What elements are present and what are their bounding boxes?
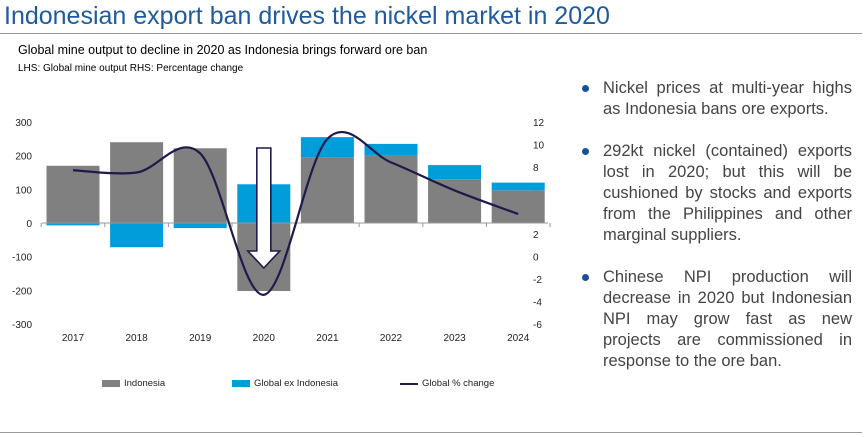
bar-indonesia bbox=[364, 155, 418, 223]
bar-global-ex-indonesia bbox=[364, 143, 418, 156]
bar-indonesia bbox=[428, 179, 482, 223]
legend-indonesia: Indonesia bbox=[102, 378, 165, 389]
x-axis-tick: 2023 bbox=[443, 333, 466, 344]
down-arrow-icon bbox=[245, 147, 282, 270]
right-axis-tick: 12 bbox=[533, 118, 545, 129]
bar-global-ex-indonesia bbox=[173, 223, 227, 229]
x-axis-tick: 2022 bbox=[380, 333, 403, 344]
left-axis-tick: -100 bbox=[12, 253, 32, 264]
legend-label: Global ex Indonesia bbox=[254, 378, 338, 389]
left-axis-tick: 200 bbox=[15, 152, 32, 163]
bullet-icon bbox=[582, 85, 589, 92]
bullet-item: Nickel prices at multi-year highs as Ind… bbox=[580, 78, 852, 120]
x-axis-tick: 2020 bbox=[253, 333, 276, 344]
x-axis-tick: 2018 bbox=[125, 333, 148, 344]
bar-global-ex-indonesia bbox=[428, 165, 482, 180]
x-axis-tick: 2019 bbox=[189, 333, 212, 344]
bullet-list: Nickel prices at multi-year highs as Ind… bbox=[580, 78, 852, 393]
chart-title: Global mine output to decline in 2020 as… bbox=[18, 43, 428, 57]
right-axis-tick: 10 bbox=[533, 140, 545, 151]
left-axis-tick: -300 bbox=[12, 320, 32, 331]
right-axis-tick: 0 bbox=[533, 253, 539, 264]
x-axis-tick: 2024 bbox=[507, 333, 530, 344]
legend-swatch bbox=[102, 380, 120, 387]
legend-label: Global % change bbox=[422, 378, 495, 389]
line-global-change bbox=[72, 130, 519, 296]
bullet-item: Chinese NPI production will decrease in … bbox=[580, 267, 852, 372]
bar-global-ex-indonesia bbox=[491, 182, 545, 191]
left-axis-tick: 0 bbox=[26, 219, 32, 230]
bullet-item: 292kt nickel (contained) exports lost in… bbox=[580, 141, 852, 246]
left-axis-tick: -200 bbox=[12, 286, 32, 297]
left-axis-tick: 300 bbox=[15, 118, 32, 129]
footer-divider bbox=[0, 432, 862, 433]
right-axis-tick: -2 bbox=[533, 275, 542, 286]
bar-global-ex-indonesia bbox=[300, 137, 354, 158]
bar-indonesia bbox=[46, 165, 100, 223]
bar-indonesia bbox=[173, 148, 227, 223]
bullet-text: 292kt nickel (contained) exports lost in… bbox=[603, 142, 852, 244]
legend-global-ex-indonesia: Global ex Indonesia bbox=[232, 378, 338, 389]
bullet-icon bbox=[582, 274, 589, 281]
x-axis-tick: 2021 bbox=[316, 333, 339, 344]
chart-subtitle: LHS: Global mine output RHS: Percentage … bbox=[18, 63, 244, 74]
right-axis-tick: 2 bbox=[533, 230, 539, 241]
legend-label: Indonesia bbox=[124, 378, 166, 389]
bar-indonesia bbox=[300, 157, 354, 223]
bullet-text: Nickel prices at multi-year highs as Ind… bbox=[603, 79, 852, 118]
right-axis-tick: 8 bbox=[533, 163, 539, 174]
legend-swatch bbox=[400, 382, 418, 385]
page-title: Indonesian export ban drives the nickel … bbox=[4, 2, 610, 30]
left-axis-tick: 100 bbox=[15, 185, 32, 196]
right-axis-tick: -6 bbox=[533, 320, 542, 331]
legend-global-change: Global % change bbox=[400, 378, 494, 389]
bullet-text: Chinese NPI production will decrease in … bbox=[603, 268, 852, 370]
bar-global-ex-indonesia bbox=[46, 223, 100, 226]
bar-global-ex-indonesia bbox=[110, 223, 164, 248]
right-axis-tick: -4 bbox=[533, 298, 542, 309]
x-axis-tick: 2017 bbox=[62, 333, 85, 344]
title-divider bbox=[0, 33, 862, 34]
bullet-icon bbox=[582, 148, 589, 155]
bar-indonesia bbox=[110, 142, 164, 223]
legend-swatch bbox=[232, 380, 250, 387]
